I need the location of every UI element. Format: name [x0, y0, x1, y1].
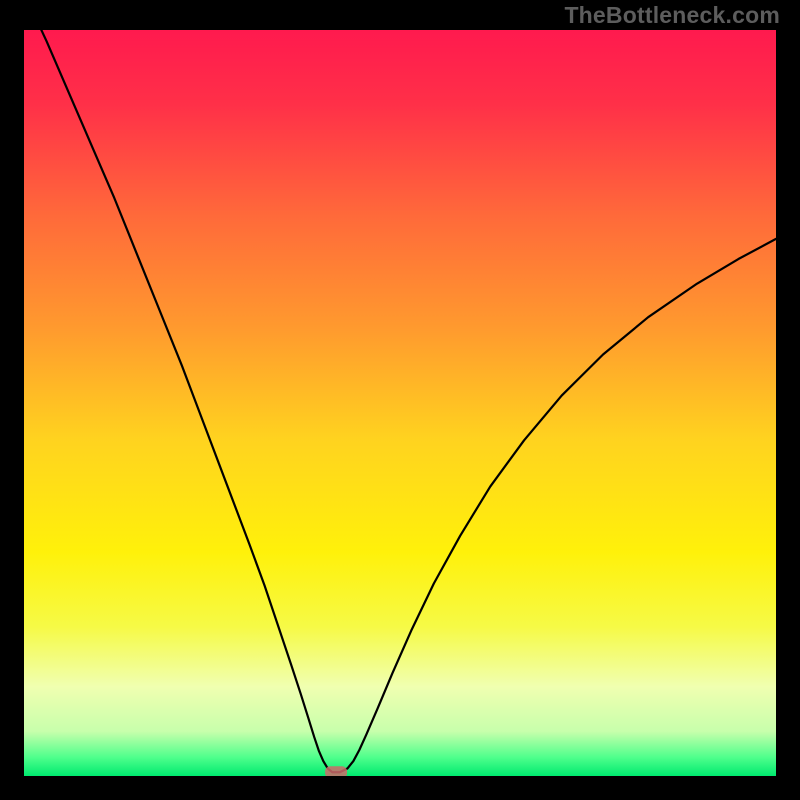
curve-layer [24, 30, 776, 776]
watermark-text: TheBottleneck.com [564, 2, 780, 29]
minimum-marker [325, 766, 347, 776]
plot-area [24, 30, 776, 776]
bottleneck-curve [24, 30, 776, 772]
